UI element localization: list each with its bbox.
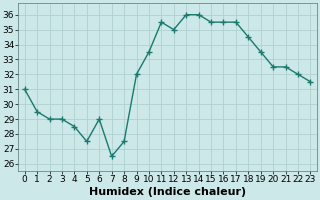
- X-axis label: Humidex (Indice chaleur): Humidex (Indice chaleur): [89, 187, 246, 197]
